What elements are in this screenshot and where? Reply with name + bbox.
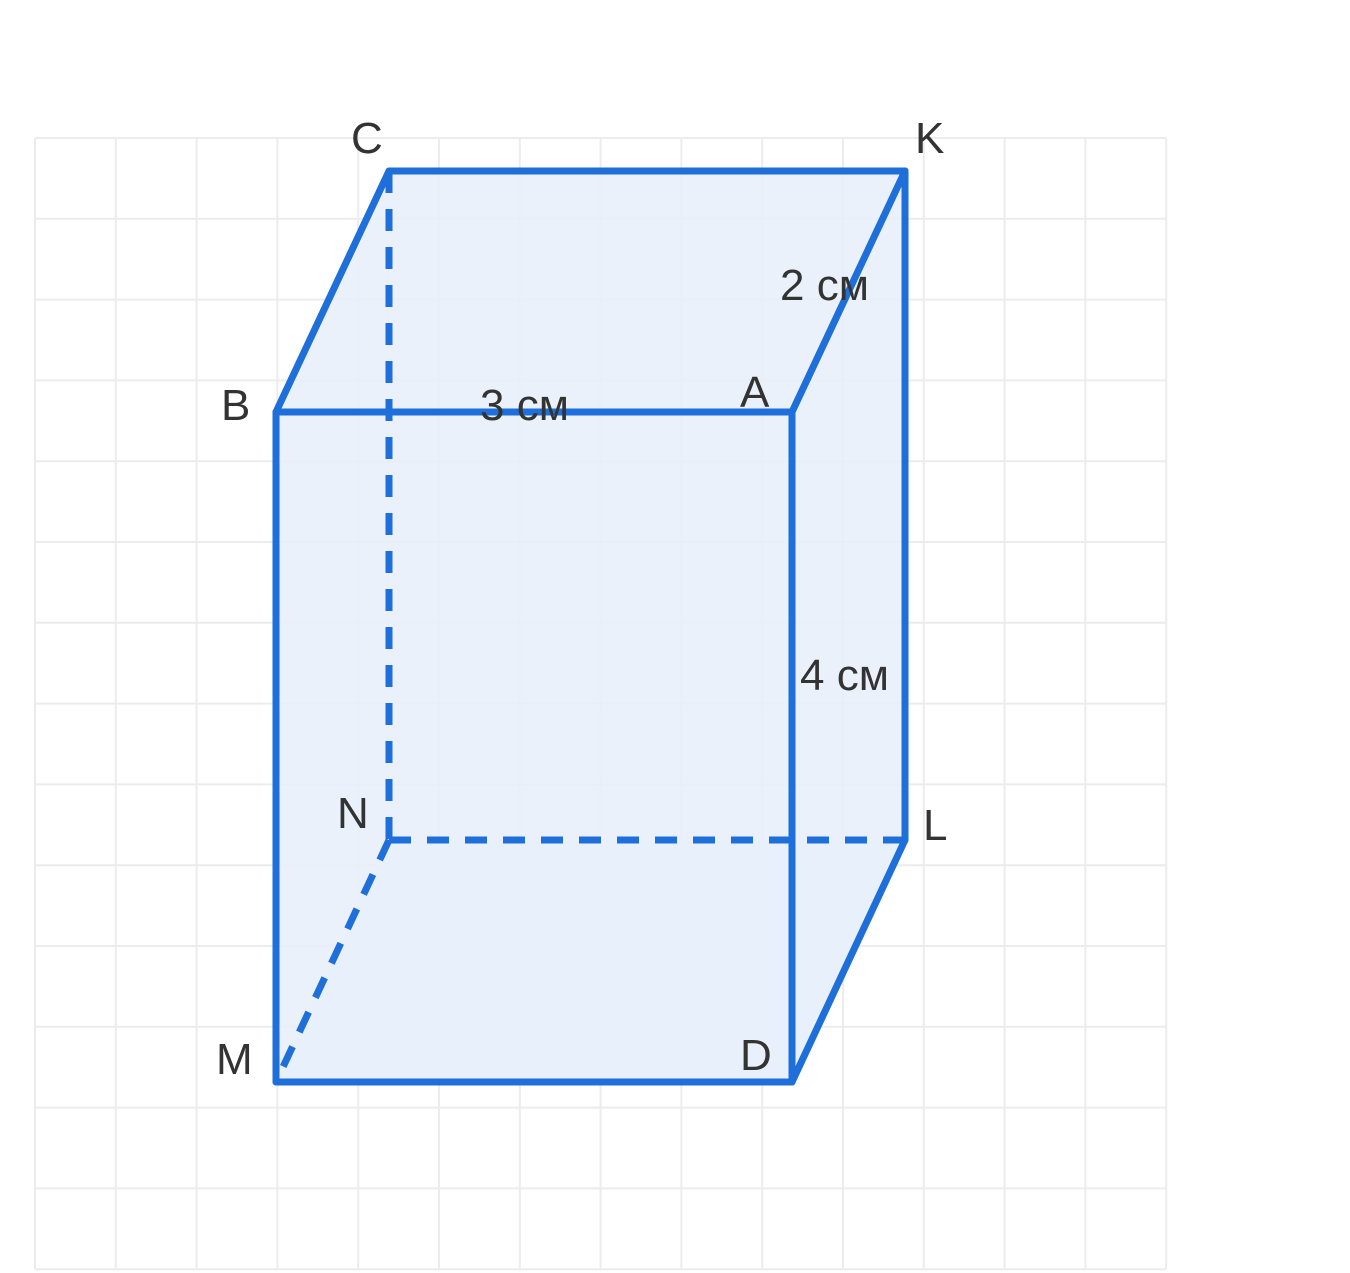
- vertex-label-C: C: [351, 114, 383, 163]
- vertex-label-K: K: [915, 114, 944, 163]
- vertex-label-M: M: [216, 1035, 253, 1084]
- vertex-label-L: L: [923, 801, 947, 850]
- dimension-label-0: 2 см: [780, 261, 869, 310]
- vertex-label-B: B: [221, 381, 250, 430]
- vertex-label-D: D: [740, 1031, 772, 1080]
- vertex-label-A: A: [740, 368, 770, 417]
- dimension-label-2: 4 см: [800, 651, 889, 700]
- vertex-label-N: N: [337, 789, 369, 838]
- dimension-label-1: 3 см: [480, 381, 569, 430]
